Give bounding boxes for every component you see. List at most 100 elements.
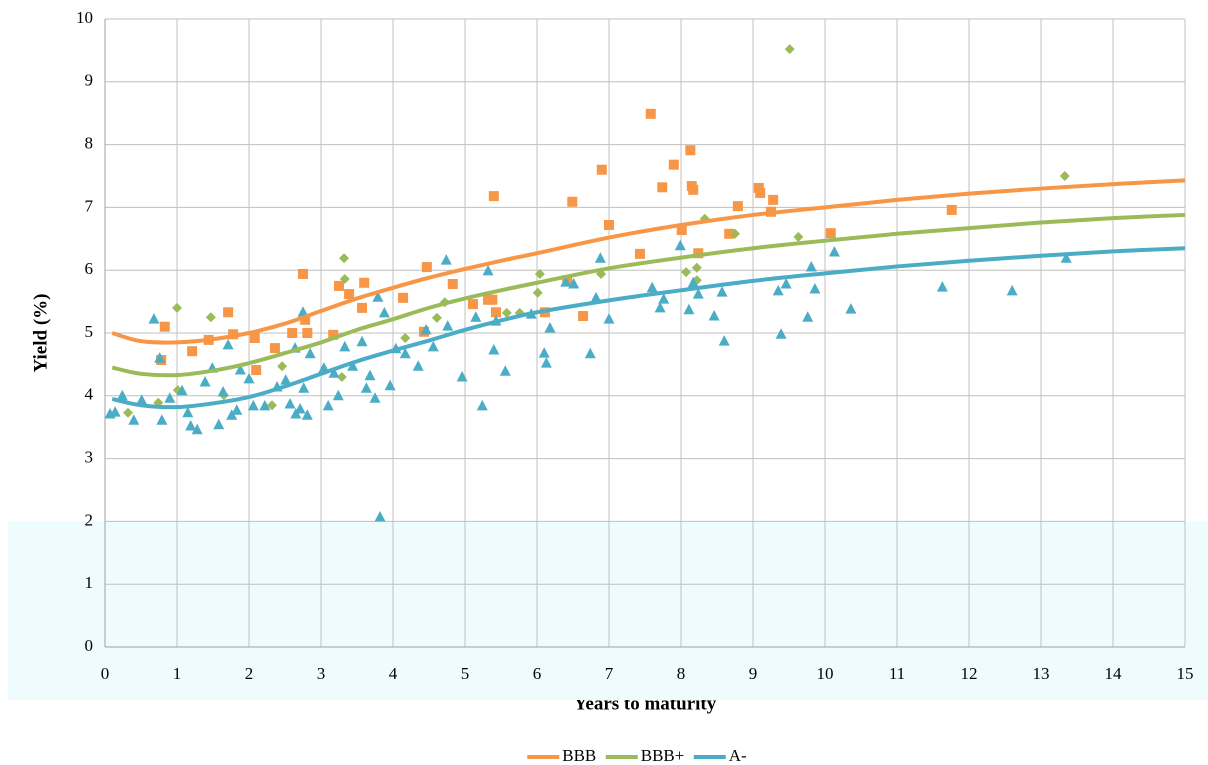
y-tick-label: 9 bbox=[85, 71, 94, 90]
point bbox=[148, 313, 160, 324]
point bbox=[344, 289, 355, 300]
point bbox=[412, 360, 424, 371]
x-tick-label: 8 bbox=[677, 664, 686, 683]
y-tick-label: 2 bbox=[85, 510, 94, 529]
x-tick-label: 15 bbox=[1177, 664, 1194, 683]
point bbox=[298, 268, 308, 279]
fit-line bbox=[111, 212, 1186, 378]
point bbox=[364, 369, 376, 381]
point bbox=[339, 253, 350, 264]
point bbox=[685, 145, 696, 156]
point bbox=[223, 307, 234, 318]
point bbox=[691, 262, 702, 273]
point bbox=[300, 314, 311, 325]
point bbox=[681, 267, 692, 278]
point bbox=[683, 303, 695, 315]
point bbox=[568, 278, 580, 289]
point bbox=[156, 414, 168, 425]
x-tick-label: 12 bbox=[961, 664, 978, 683]
point bbox=[447, 279, 458, 290]
point bbox=[302, 328, 313, 338]
point bbox=[538, 347, 550, 358]
point bbox=[213, 418, 225, 430]
point bbox=[692, 288, 704, 299]
point bbox=[251, 365, 262, 376]
shaded-band bbox=[8, 521, 1208, 700]
x-tick-label: 2 bbox=[245, 664, 254, 683]
point bbox=[356, 335, 368, 347]
point bbox=[249, 333, 260, 344]
x-tick-label: 5 bbox=[461, 664, 470, 683]
point bbox=[243, 372, 255, 384]
point bbox=[427, 340, 439, 352]
y-tick-label: 7 bbox=[85, 196, 94, 215]
point bbox=[234, 364, 246, 375]
point bbox=[676, 225, 687, 236]
point bbox=[755, 187, 766, 198]
point bbox=[534, 268, 545, 279]
legend-label: BBB+ bbox=[641, 746, 685, 765]
point bbox=[775, 328, 787, 339]
y-tick-label: 5 bbox=[85, 322, 94, 341]
point bbox=[470, 311, 482, 322]
point bbox=[123, 407, 134, 418]
x-tick-label: 3 bbox=[317, 664, 326, 683]
point bbox=[772, 284, 784, 296]
point bbox=[578, 311, 589, 322]
point bbox=[374, 511, 386, 522]
point bbox=[398, 292, 409, 303]
point bbox=[688, 184, 699, 195]
point bbox=[431, 312, 442, 323]
point bbox=[687, 276, 699, 288]
point bbox=[172, 302, 182, 313]
point bbox=[708, 310, 720, 321]
point bbox=[378, 306, 390, 318]
point bbox=[482, 264, 494, 276]
point bbox=[657, 182, 668, 193]
point bbox=[339, 273, 350, 284]
point bbox=[845, 303, 857, 314]
legend-label: BBB bbox=[562, 746, 596, 765]
x-tick-label: 1 bbox=[173, 664, 182, 683]
point bbox=[809, 283, 821, 294]
point bbox=[1006, 284, 1018, 296]
point bbox=[584, 347, 596, 359]
point bbox=[658, 293, 670, 304]
x-tick-label: 7 bbox=[605, 664, 614, 683]
point bbox=[828, 245, 840, 257]
fit-line bbox=[111, 246, 1186, 410]
point bbox=[199, 375, 211, 387]
point bbox=[456, 370, 468, 382]
point bbox=[646, 281, 658, 293]
point bbox=[297, 306, 309, 317]
point bbox=[1060, 252, 1072, 263]
x-tick-label: 10 bbox=[817, 664, 834, 683]
point bbox=[594, 252, 606, 263]
point bbox=[280, 374, 292, 385]
x-tick-label: 4 bbox=[389, 664, 398, 683]
y-axis-title: Yield (%) bbox=[30, 294, 51, 373]
point bbox=[301, 409, 313, 420]
y-tick-label: 0 bbox=[85, 636, 94, 655]
point bbox=[332, 389, 344, 401]
point bbox=[768, 194, 779, 205]
point bbox=[467, 299, 478, 310]
point bbox=[560, 276, 572, 287]
point bbox=[357, 302, 368, 313]
point bbox=[732, 201, 743, 212]
point bbox=[596, 164, 607, 175]
point bbox=[384, 379, 396, 391]
point bbox=[540, 357, 552, 368]
y-tick-label: 4 bbox=[85, 385, 94, 404]
point bbox=[267, 400, 278, 411]
point bbox=[654, 301, 666, 313]
point bbox=[182, 406, 194, 418]
point bbox=[164, 392, 176, 403]
point bbox=[339, 340, 351, 352]
legend-label: A- bbox=[729, 746, 747, 765]
point bbox=[298, 382, 310, 393]
point bbox=[154, 352, 166, 363]
point bbox=[440, 254, 452, 265]
point bbox=[369, 392, 381, 403]
